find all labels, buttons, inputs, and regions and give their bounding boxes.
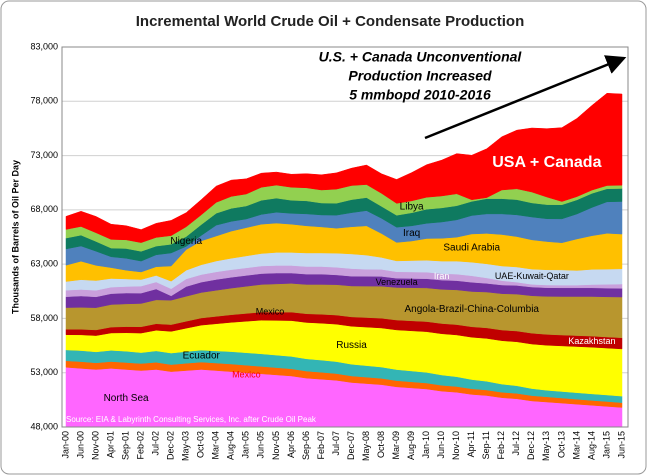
series-label: Iran [434, 271, 450, 281]
source: Source: EIA & Labyrinth Consulting Servi… [66, 415, 317, 424]
x-tick-label: Nov-10 [451, 431, 461, 460]
labels: North Sea Mexico Ecuador Russia Kazakhstan An… [104, 154, 616, 404]
y-tick-label: 73,000 [30, 150, 58, 160]
chart-title: Incremental World Crude Oil + Condensate… [136, 13, 525, 30]
x-tick-label: Nov-00 [90, 431, 100, 460]
x-tick-label: Dec-07 [346, 431, 356, 460]
x-tick-label: Jul-07 [331, 431, 341, 456]
series-label: Iraq [403, 228, 420, 239]
x-tick-label: Apr-11 [466, 431, 476, 457]
series-label: Venezuela [376, 277, 418, 287]
x-tick-label: Jun-00 [75, 431, 85, 459]
annotation: Mexico [256, 306, 285, 316]
y-tick-label: 48,000 [30, 421, 58, 431]
x-tick-label: Oct-03 [196, 431, 206, 458]
x-tick-label: Dec-12 [526, 431, 536, 460]
area [65, 92, 623, 243]
series-label: Nigeria [170, 236, 202, 247]
x-tick-label: Jan-00 [60, 431, 70, 459]
x-tick-label: Sep-01 [120, 431, 130, 460]
y-tick-label: 83,000 [30, 41, 58, 51]
annotation: Production Increased [348, 68, 492, 84]
series-label: USA + Canada [492, 154, 601, 171]
x-tick-label: Dec-02 [166, 431, 176, 460]
x-tick-label: Mar-09 [391, 431, 401, 460]
plot-border [61, 46, 629, 428]
x-tick-label: Jun-05 [256, 431, 266, 459]
x-tick-label: May-13 [541, 431, 551, 461]
x-tick-label: Jun-15 [616, 431, 626, 459]
series-label: Libya [400, 201, 424, 212]
x-tick-label: Sep-06 [301, 431, 311, 460]
x-tick-label: Jul-02 [151, 431, 161, 456]
x-tick-label: Mar-14 [571, 431, 581, 460]
series-label: North Sea [104, 393, 149, 404]
x-tick-label: Oct-08 [376, 431, 386, 458]
arrow [424, 55, 627, 140]
x-tick-label: Mar-04 [211, 431, 221, 460]
series-label: Kazakhstan [568, 336, 615, 346]
x-tick-label: Feb-02 [136, 431, 146, 460]
y-tick-label: 63,000 [30, 259, 58, 269]
series-label: Saudi Arabia [443, 243, 500, 254]
x-tick-label: Feb-12 [496, 431, 506, 460]
x-tick-label: Aug-04 [226, 431, 236, 460]
series-label: Russia [336, 340, 367, 351]
series-label: UAE-Kuwait-Qatar [495, 271, 569, 281]
y-tick-label: 78,000 [30, 96, 58, 106]
x-tick-label: Sep-11 [481, 431, 491, 459]
x-tick-label: Aug-14 [586, 431, 596, 460]
x-tick-label: Feb-07 [316, 431, 326, 460]
series-label: Ecuador [183, 351, 221, 362]
x-tick-label: Jan-10 [421, 431, 431, 459]
x-tick-label: Jan-15 [601, 431, 611, 459]
y-tick-label: 68,000 [30, 204, 58, 214]
y-tick-label: 53,000 [30, 367, 58, 377]
series-label: Angola-Brazil-China-Columbia [404, 304, 539, 315]
y-tick-label: 58,000 [30, 313, 58, 323]
series-label: Mexico [232, 369, 261, 379]
x-tick-label: Oct-13 [556, 431, 566, 458]
x-tick-label: Nov-05 [271, 431, 281, 460]
annotation: U.S. + Canada Unconventional [319, 49, 523, 65]
annotation: 5 mmbopd 2010-2016 [349, 87, 491, 103]
x-tick-label: May-08 [361, 431, 371, 461]
areas [65, 92, 623, 427]
y-axis-title: Thousands of Barrels of Oil Per Day [10, 160, 20, 314]
x-tick-label: Aug-09 [406, 431, 416, 460]
x-tick-label: Apr-01 [105, 431, 115, 458]
x-tick-label: Jul-12 [511, 431, 521, 456]
x-tick-label: Jun-10 [436, 431, 446, 459]
x-tick-label: Jan-05 [241, 431, 251, 459]
x-tick-label: May-03 [181, 431, 191, 461]
x-tick-label: Apr-06 [286, 431, 296, 458]
